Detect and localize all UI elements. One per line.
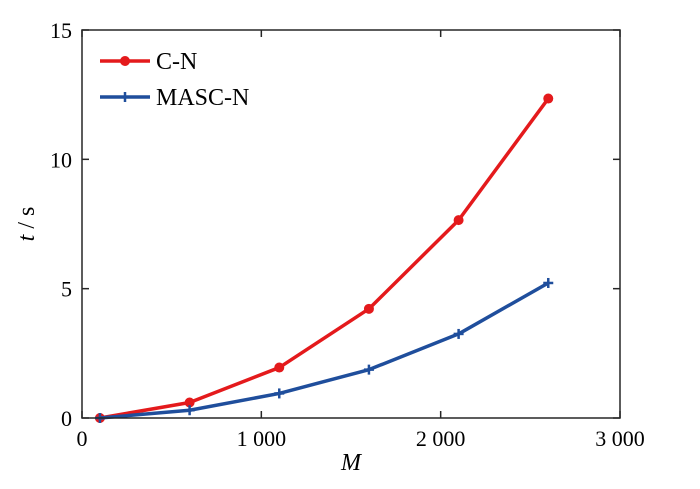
legend-marker-series-masc-n xyxy=(120,92,130,102)
series-c-n-point xyxy=(543,93,554,104)
legend-marker-series-c-n xyxy=(120,56,130,66)
series-masc-n-point xyxy=(363,364,374,375)
series-masc-n-point xyxy=(543,277,554,288)
legend-label-series-masc-n: MASC-N xyxy=(156,85,249,111)
plot-frame xyxy=(81,29,621,419)
x-tick-label: 3 000 xyxy=(595,426,645,451)
series-masc-n-point xyxy=(274,388,285,399)
legend-label-series-c-n: C-N xyxy=(156,49,197,75)
y-tick-label: 10 xyxy=(50,147,72,172)
series-masc-n-point xyxy=(184,405,195,416)
y-tick-label: 15 xyxy=(50,18,72,43)
y-tick-label: 0 xyxy=(61,406,72,431)
series-masc-n xyxy=(94,277,554,423)
series-c-n-line xyxy=(99,97,550,420)
series-masc-n-line xyxy=(99,281,550,420)
series-c-n-point xyxy=(274,362,285,373)
x-tick-label: 0 xyxy=(77,426,88,451)
y-tick-label: 5 xyxy=(61,277,72,302)
x-axis-label: M xyxy=(340,450,363,476)
x-tick-label: 1 000 xyxy=(237,426,287,451)
series-c-n-point xyxy=(363,303,374,314)
y-axis-label-variable: t xyxy=(14,233,40,241)
series-c-n xyxy=(94,93,554,423)
series-c-n-point xyxy=(453,215,464,226)
x-tick-label: 2 000 xyxy=(416,426,466,451)
series-masc-n-point xyxy=(453,328,464,339)
y-axis-label-unit: / s xyxy=(14,207,40,229)
y-axis-label: t / s xyxy=(14,207,40,242)
